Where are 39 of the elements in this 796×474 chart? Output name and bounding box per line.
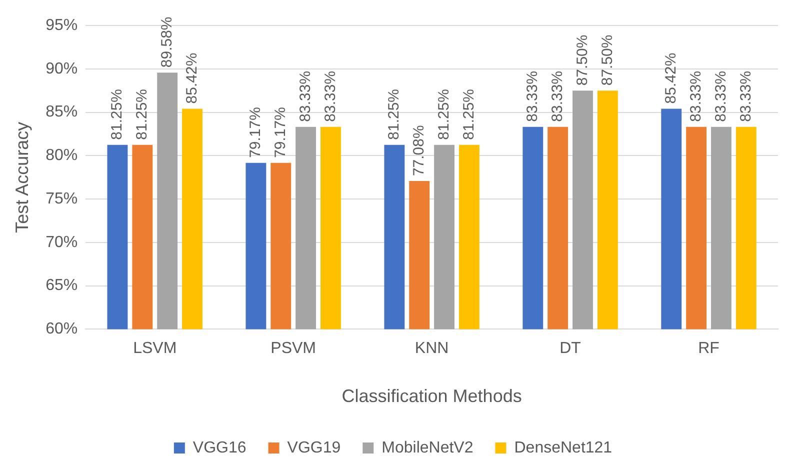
x-tick-label: RF xyxy=(698,340,720,358)
data-label: 85.42% xyxy=(183,52,200,104)
y-tick-label: 95% xyxy=(46,17,78,34)
data-label: 89.58% xyxy=(158,16,176,68)
data-label: 87.50% xyxy=(574,34,591,86)
x-tick-label: DT xyxy=(560,340,582,358)
data-label: 83.33% xyxy=(737,70,754,122)
data-label: 81.25% xyxy=(134,88,151,140)
data-label: 81.25% xyxy=(108,88,126,140)
legend-label: DenseNet121 xyxy=(514,439,612,456)
data-label: 83.33% xyxy=(687,70,704,122)
y-axis-title: Test Accuracy xyxy=(12,122,32,233)
y-tick-label: 90% xyxy=(46,60,78,78)
y-tick-label: 60% xyxy=(46,320,78,338)
y-tick-label: 75% xyxy=(46,190,78,208)
y-tick-label: 85% xyxy=(46,104,78,121)
legend-label: VGG16 xyxy=(192,439,246,456)
data-label: 79.17% xyxy=(247,107,264,158)
legend-label: MobileNetV2 xyxy=(382,439,474,456)
y-tick-label: 70% xyxy=(46,234,78,251)
y-tick-label: 65% xyxy=(46,277,78,294)
data-label: 79.17% xyxy=(272,107,290,158)
x-axis-title: Classification Methods xyxy=(342,386,522,406)
data-label: 81.25% xyxy=(460,88,478,140)
data-label: 85.42% xyxy=(662,52,680,104)
x-tick-label: LSVM xyxy=(133,340,177,358)
data-label: 83.33% xyxy=(712,70,730,122)
data-label: 83.33% xyxy=(548,70,566,122)
data-label: 83.33% xyxy=(524,70,542,122)
data-label: 83.33% xyxy=(296,70,314,122)
legend-label: VGG19 xyxy=(287,439,341,456)
data-label: 81.25% xyxy=(386,88,403,140)
data-label: 81.25% xyxy=(435,88,452,140)
data-label: 87.50% xyxy=(598,34,616,86)
x-tick-label: PSVM xyxy=(270,340,316,358)
y-tick-label: 80% xyxy=(46,147,78,164)
data-label: 83.33% xyxy=(322,70,339,122)
data-label: 77.08% xyxy=(410,125,428,176)
x-tick-label: KNN xyxy=(414,340,449,358)
